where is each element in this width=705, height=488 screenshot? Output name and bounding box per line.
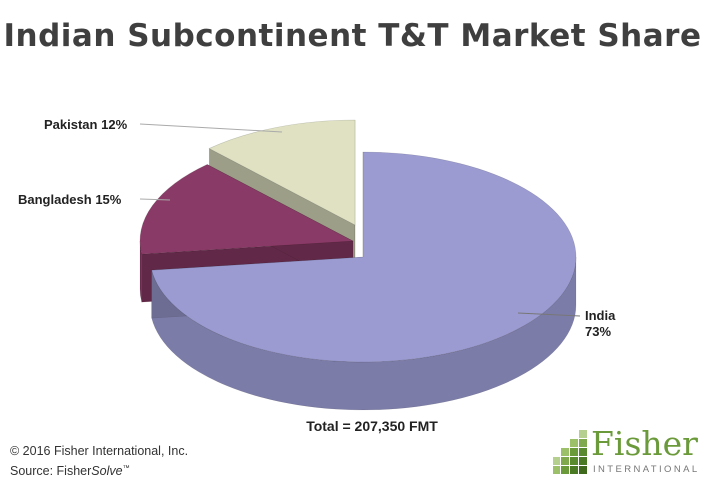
slice-label-india: India [585, 308, 616, 323]
slice-label-pakistan: Pakistan 12% [44, 117, 128, 132]
slice-label-bangladesh: Bangladesh 15% [18, 192, 122, 207]
footer: © 2016 Fisher International, Inc. Source… [10, 443, 188, 480]
leader-line-india [517, 312, 581, 317]
copyright-text: © 2016 Fisher International, Inc. [10, 444, 189, 458]
slice-top-bangladesh [139, 164, 355, 255]
logo-squares-icon [553, 430, 587, 474]
leader-line-pakistan [139, 123, 283, 133]
total-label: Total = 207,350 FMT [306, 418, 438, 434]
slices-layer [139, 119, 577, 411]
slice-top-pakistan [208, 119, 356, 226]
logo-subtitle: INTERNATIONAL [593, 464, 700, 475]
chart-title: Indian Subcontinent T&T Market Share [3, 18, 702, 54]
slice-top-india [151, 151, 577, 363]
logo-wordmark: Fisher [591, 424, 698, 463]
fisher-logo: Fisher INTERNATIONAL [553, 424, 700, 480]
labels-layer: Pakistan 12% Bangladesh 15% India 73% [18, 117, 616, 339]
leader-line-bangladesh [139, 198, 171, 201]
slice-value-india: 73% [585, 324, 611, 339]
pie-slice-india [151, 151, 577, 411]
source-text: Source: FisherSolve™ [10, 464, 130, 479]
